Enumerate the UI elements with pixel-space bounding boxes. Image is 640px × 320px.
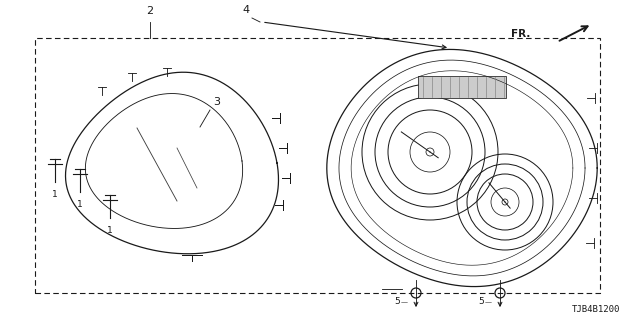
Text: 4: 4 [243,5,250,15]
Text: 5: 5 [478,298,484,307]
Text: TJB4B1200: TJB4B1200 [572,305,620,314]
Bar [35,38,600,293]
Text: —: — [401,299,408,305]
Bar [418,76,506,98]
Text: 3: 3 [213,97,220,107]
Text: 1: 1 [77,200,83,209]
Text: 2: 2 [147,6,154,16]
Text: FR.: FR. [511,29,530,39]
Text: 1: 1 [107,226,113,235]
Text: 1: 1 [52,190,58,199]
Text: —: — [484,299,492,305]
Text: 5: 5 [394,298,400,307]
